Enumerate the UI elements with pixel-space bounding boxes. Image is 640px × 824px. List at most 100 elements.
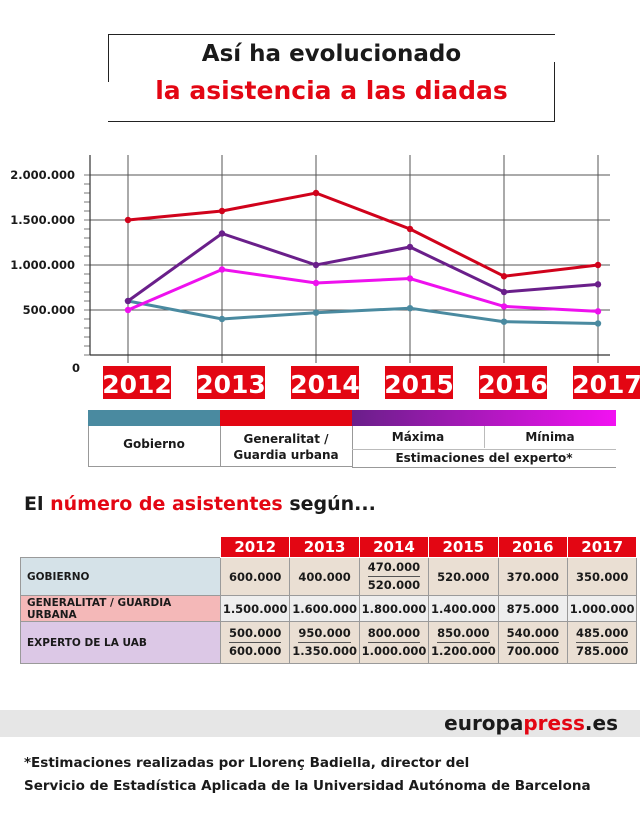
data-point [594,308,602,315]
table-cell-max: 785.000 [575,644,629,658]
legend-swatch-gobierno-fill [88,410,220,426]
table-cell-max: 1.350.000 [292,644,357,658]
table-cell: 400.000 [289,557,360,596]
brand-part1: europa [444,711,524,735]
x-label-box [197,366,265,399]
table-row-label: GENERALITAT / GUARDIA URBANA [20,595,221,622]
table-cell-min: 540.000 [506,625,559,643]
data-point [406,243,414,251]
table-cell-min: 800.000 [367,625,421,643]
table-cell: 1.000.000 [566,595,638,622]
table-cell-min: 500.000 [229,625,282,643]
y-tick-label: 1.500.000 [10,213,75,227]
table-heading-post: según... [282,493,376,515]
x-label-box [573,366,640,399]
table-row-label: GOBIERNO [20,557,221,596]
data-point [218,315,226,323]
data-point [218,207,226,215]
series-line [127,231,599,303]
data-point [500,303,508,310]
brand-part3: .es [584,711,618,735]
table-heading-pre: El [24,493,51,515]
data-point [312,279,320,287]
chart-series [124,189,602,327]
y-tick-label: 0 [72,361,80,375]
y-tick-label: 1.000.000 [10,258,75,272]
data-point [500,273,508,280]
data-point [594,261,602,269]
table-year-header: 2014 [358,536,430,558]
table-cell-max: 700.000 [506,644,559,658]
data-point [406,305,414,312]
x-label-box [103,366,171,399]
legend-divider [484,426,485,448]
title-corner-left [108,34,128,82]
series-line [127,191,599,278]
x-tick-label: 2015 [384,370,454,399]
data-point [312,261,320,269]
table-year-header: 2012 [219,536,291,558]
x-label-box [385,366,453,399]
legend-divider [88,426,89,466]
table-cell-max: 1.000.000 [361,644,427,658]
table-cell: 500.000 600.000 [219,621,291,664]
data-point [218,266,226,273]
table-cell: 950.000 1.350.000 [289,621,360,664]
table-row: GOBIERNO 600.000 400.000 470.000 520.000 520.… [20,557,638,596]
footnote: *Estimaciones realizadas por Llorenç Bad… [24,752,591,798]
table-row: EXPERTO DE LA UAB 500.000 600.000 950.000 1.… [20,621,638,664]
data-point [594,320,602,327]
legend-swatch-experto-gradient [352,410,616,426]
data-point [500,318,508,325]
table-cell-max: 520.000 [367,578,421,592]
table-cell-min: 950.000 [298,625,351,643]
table-year-header: 2015 [428,536,499,558]
data-point [312,189,320,197]
x-label-box [479,366,547,399]
legend-divider [352,449,616,450]
table-cell-max: 1.200.000 [430,644,496,658]
legend-label-gobierno: Gobierno [123,437,185,451]
x-axis-labels: 2012 2013 2014 2015 2016 2017 [102,366,640,399]
data-point [500,288,508,296]
table-cell-min: 470.000 [367,559,421,577]
table-cell: 485.000 785.000 [566,621,638,664]
data-point [406,225,414,233]
table-heading-highlight: número de asistentes [50,493,283,515]
footer-band [0,710,640,737]
legend-divider [220,426,221,466]
table-year-header: 2013 [289,536,360,558]
title-border-top [108,34,555,35]
x-tick-label: 2014 [290,370,360,399]
x-tick-label: 2013 [196,370,266,399]
table-cell: 600.000 [219,557,291,596]
x-label-box [291,366,359,399]
title-line2: la asistencia a las diadas [155,76,508,105]
x-tick-label: 2012 [102,370,172,399]
table-cell: 1.400.000 [428,595,499,622]
data-point [218,230,226,237]
legend-swatch-generalitat [220,410,352,426]
series-line [127,299,599,325]
footnote-line2: Servicio de Estadística Aplicada de la U… [24,778,591,794]
y-axis-ticks: 2.000.000 1.500.000 1.000.000 500.000 0 [10,168,80,375]
table-cell-max: 600.000 [229,644,282,658]
title-border-bottom [108,121,555,122]
x-tick-label: 2016 [478,370,548,399]
table-cell: 350.000 [566,557,638,596]
table-cell: 875.000 [497,595,568,622]
table-heading: El número de asistentes según... [24,493,376,515]
x-tick-label: 2017 [572,370,640,399]
table-cell: 540.000 700.000 [497,621,568,664]
title-corner-right [535,62,555,122]
legend-divider [88,466,352,467]
line-chart: 2.000.000 1.500.000 1.000.000 500.000 0 2012… [10,155,640,399]
table-cell-min: 850.000 [437,625,490,643]
table-cell: 520.000 [428,557,499,596]
legend-divider [352,426,353,468]
legend-label-generalitat-line1: Generalitat / [243,432,329,446]
data-point [594,281,602,288]
brand-logo: europapress.es [444,711,618,735]
table-row-label: EXPERTO DE LA UAB [20,621,221,664]
data-point [406,275,414,282]
